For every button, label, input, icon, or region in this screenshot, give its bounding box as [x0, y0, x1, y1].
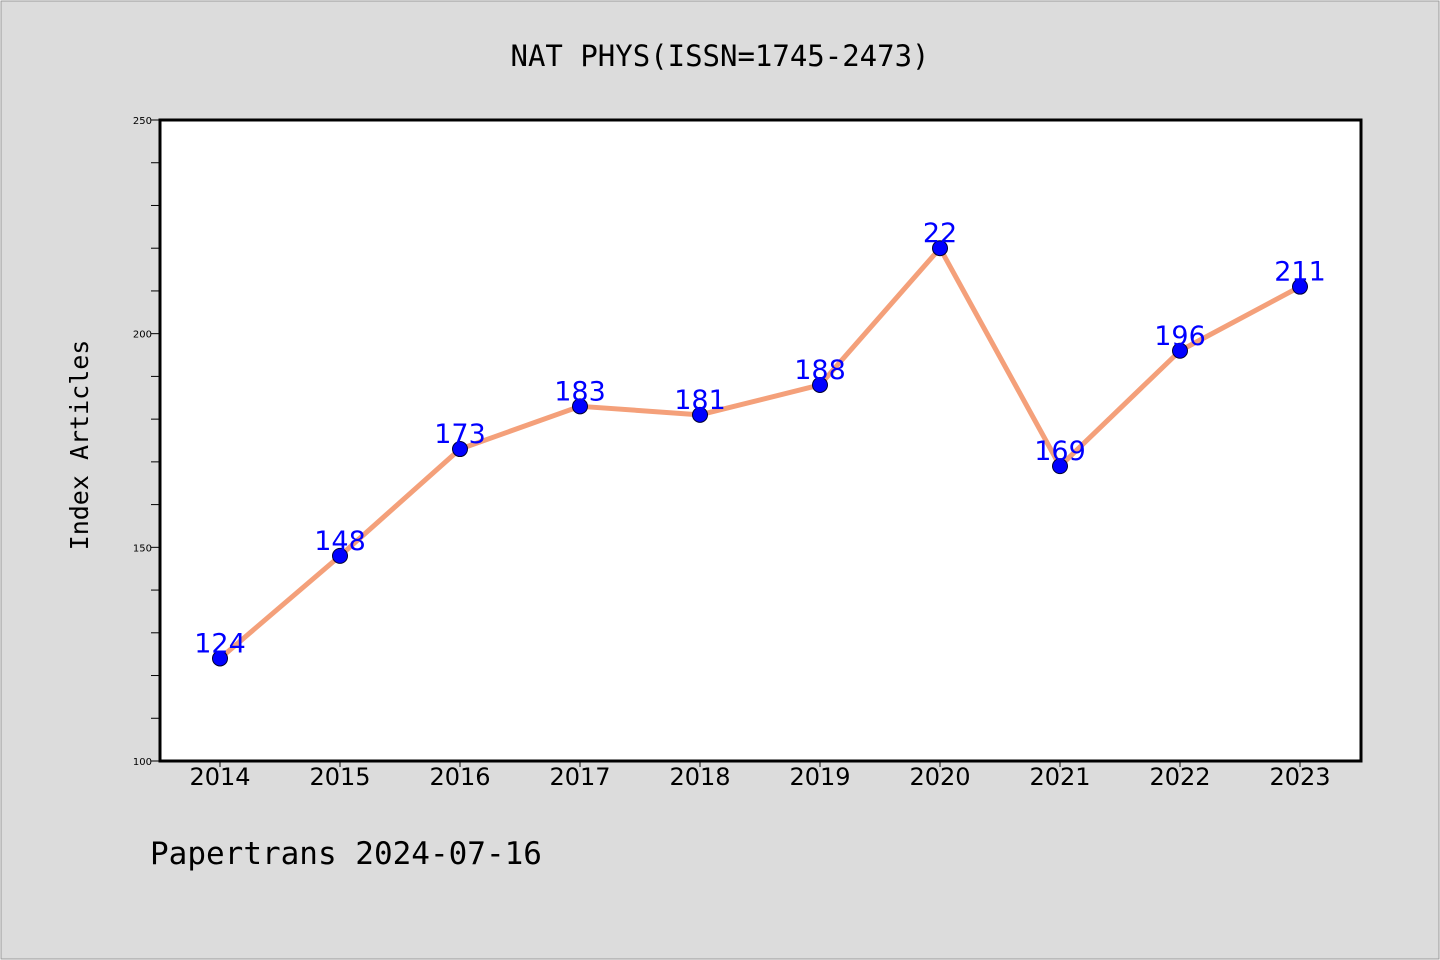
data-label: 183 — [554, 376, 606, 407]
y-tick-label: 150 — [133, 543, 152, 554]
x-tick-label: 2014 — [189, 763, 250, 791]
y-axis-label: Index Articles — [65, 340, 94, 551]
data-label: 211 — [1274, 257, 1326, 288]
x-tick-label: 2015 — [309, 763, 370, 791]
y-tick-label: 250 — [133, 116, 152, 127]
data-point — [932, 240, 948, 257]
data-label: 196 — [1154, 321, 1206, 352]
data-label: 148 — [314, 526, 366, 557]
x-tick-label: 2017 — [549, 763, 610, 791]
chart-title: NAT PHYS(ISSN=1745-2473) — [510, 39, 929, 73]
data-point — [212, 650, 228, 667]
data-point — [1172, 342, 1188, 359]
data-point — [572, 398, 588, 415]
data-point — [812, 376, 828, 393]
data-point — [1052, 458, 1068, 475]
y-axis-ticks: 100 150 200 250 — [133, 116, 160, 768]
x-tick-label: 2022 — [1149, 763, 1210, 791]
data-label: 169 — [1034, 436, 1086, 467]
x-tick-label: 2021 — [1029, 763, 1090, 791]
plot-area — [158, 118, 1363, 763]
x-tick-label: 2016 — [429, 763, 490, 791]
x-tick-label: 2018 — [669, 763, 730, 791]
series-group: 124 148 173 183 181 188 22 169 196 211 — [194, 218, 1326, 667]
data-label: 181 — [674, 385, 726, 416]
watermark-text: Papertrans 2024-07-16 — [150, 836, 542, 872]
data-label: 173 — [434, 419, 486, 450]
x-tick-label: 2023 — [1269, 763, 1330, 791]
x-tick-label: 2020 — [909, 763, 970, 791]
series-line — [217, 245, 1303, 661]
data-label: 188 — [794, 355, 846, 386]
data-label: 124 — [194, 628, 246, 659]
x-tick-label: 2019 — [789, 763, 850, 791]
y-tick-label: 200 — [133, 330, 152, 341]
data-point — [452, 441, 468, 458]
data-point — [1292, 278, 1308, 295]
data-point — [332, 547, 348, 564]
data-point — [692, 406, 708, 423]
data-label: 22 — [923, 218, 957, 249]
x-axis-ticks: 2014 2015 2016 2017 2018 2019 2020 2021 2022 2023 — [189, 761, 1331, 791]
y-tick-label: 100 — [133, 757, 152, 768]
